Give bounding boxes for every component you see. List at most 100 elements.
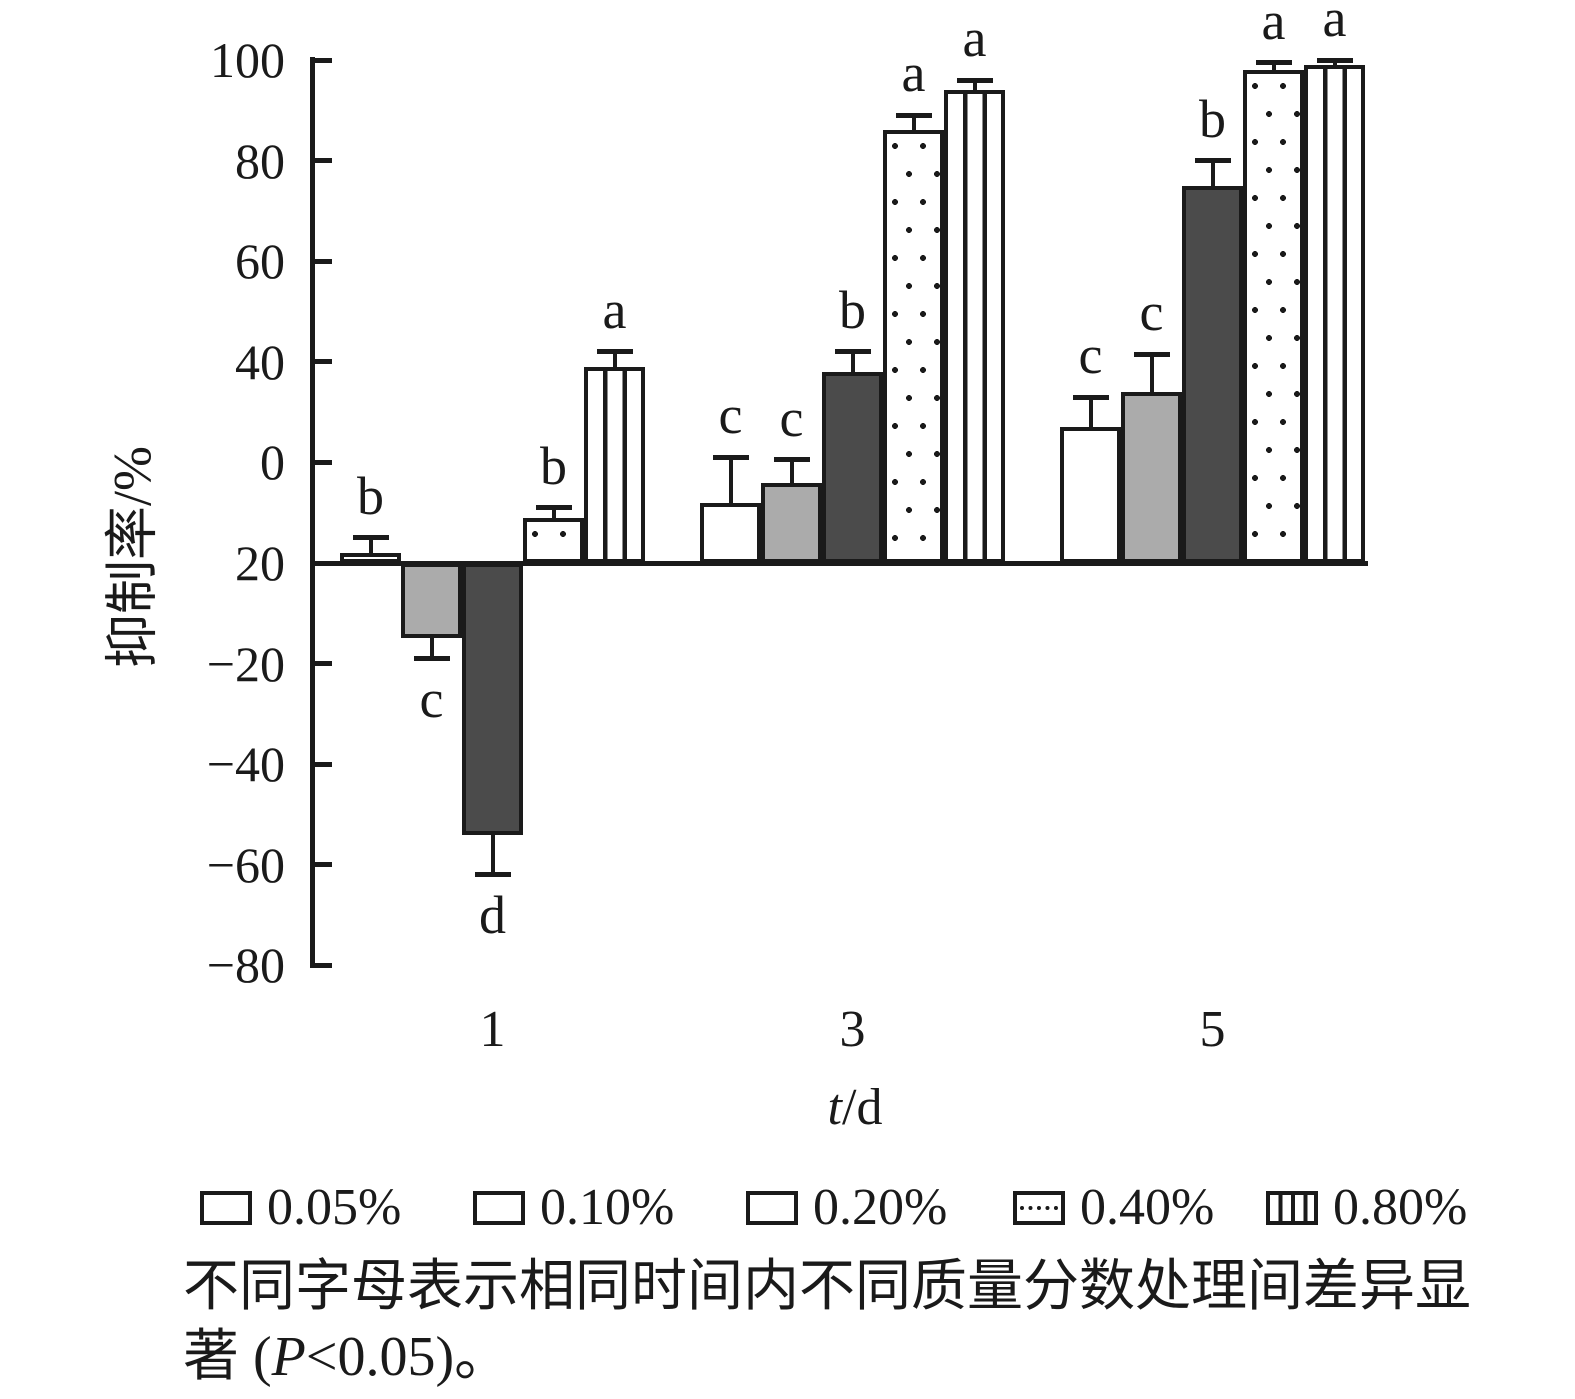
error-bar-cap	[773, 457, 810, 463]
bar-0.40%-day1	[523, 517, 584, 563]
error-bar-line	[911, 115, 916, 131]
y-axis-title: 抑制率/%	[102, 446, 163, 668]
legend-label: 0.05%	[267, 1179, 402, 1236]
legend: 0.05% 0.10% 0.20% 0.40% 0.80%	[0, 1180, 1575, 1240]
significance-letter: a	[1322, 0, 1347, 48]
x-axis-baseline	[310, 561, 1368, 566]
y-tick-mark	[310, 962, 332, 968]
y-tick-label: 20	[235, 535, 285, 591]
significance-letter: b	[1199, 88, 1226, 149]
y-tick-label: 0	[260, 434, 285, 491]
error-bar-cap	[1255, 60, 1292, 65]
significance-letter: b	[839, 279, 866, 340]
error-bar-line	[551, 507, 556, 518]
significance-letter: a	[1261, 0, 1286, 51]
y-tick-label: 60	[235, 233, 285, 290]
figure-caption: 不同字母表示相同时间内不同质量分数处理间差异显 著 (P<0.05)。	[183, 1252, 1543, 1392]
x-axis-title-unit: /d	[842, 1079, 883, 1136]
y-tick-label: 100	[210, 32, 285, 88]
y-tick-mark	[310, 661, 332, 667]
bar-0.40%-day5	[1243, 70, 1304, 563]
error-bar-line	[612, 351, 617, 367]
significance-letter: b	[357, 465, 384, 526]
error-bar-line	[972, 80, 977, 91]
significance-letter: c	[1078, 325, 1103, 385]
caption-line-2: 著 (P<0.05)。	[183, 1326, 511, 1388]
y-tick-mark	[310, 459, 332, 465]
y-tick-label: −60	[206, 836, 285, 893]
legend-swatch-solid-light-gray	[473, 1191, 525, 1225]
legend-swatch-vertical-stripes	[1266, 1191, 1318, 1225]
error-bar-line	[490, 834, 495, 875]
bar-0.05%-day5	[1060, 427, 1121, 563]
significance-letter: a	[962, 8, 987, 69]
bar-0.10%-day1	[401, 563, 462, 639]
legend-swatch-plain-white	[200, 1191, 252, 1225]
error-bar-line	[728, 457, 733, 503]
error-bar-cap	[834, 349, 871, 355]
error-bar-cap	[1194, 158, 1231, 164]
error-bar-cap	[956, 77, 993, 83]
error-bar-line	[1271, 62, 1276, 71]
y-axis-line	[310, 57, 315, 967]
error-bar-line	[789, 459, 794, 483]
error-bar-line	[1332, 60, 1337, 66]
caption-p-symbol: P	[271, 1326, 306, 1388]
legend-label: 0.40%	[1080, 1179, 1215, 1236]
bar-0.80%-day3	[944, 90, 1005, 563]
error-bar-cap	[535, 505, 572, 511]
x-category-label: 5	[1199, 1001, 1226, 1058]
error-bar-cap	[474, 872, 511, 878]
caption-line-1: 不同字母表示相同时间内不同质量分数处理间差异显	[183, 1256, 1471, 1318]
legend-item-0.20%: 0.20%	[746, 1180, 947, 1236]
legend-item-0.40%: 0.40%	[1013, 1180, 1214, 1236]
bar-0.80%-day1	[584, 366, 645, 563]
significance-letter: c	[718, 385, 743, 446]
significance-letter: c	[1139, 282, 1164, 343]
significance-letter: c	[419, 668, 444, 729]
y-tick-mark	[310, 560, 332, 566]
significance-letter: b	[540, 435, 567, 496]
bar-0.05%-day1	[340, 552, 401, 563]
y-tick-label: −40	[206, 736, 285, 793]
y-tick-mark	[310, 761, 332, 767]
error-bar-cap	[1316, 57, 1353, 63]
error-bar-line	[1088, 397, 1093, 428]
x-axis-title: t/d	[795, 1078, 915, 1137]
x-category-label: 1	[479, 1001, 506, 1058]
error-bar-cap	[1072, 394, 1109, 400]
error-bar-cap	[352, 535, 389, 541]
bar-0.20%-day3	[822, 371, 883, 563]
bar-0.40%-day3	[883, 130, 944, 563]
bar-0.10%-day3	[761, 482, 822, 563]
legend-swatch-solid-dark-gray	[746, 1191, 798, 1225]
bar-0.20%-day5	[1182, 185, 1243, 563]
y-tick-mark	[310, 158, 332, 164]
significance-letter: c	[779, 387, 804, 448]
y-tick-label: −80	[206, 937, 285, 994]
error-bar-line	[1149, 354, 1154, 392]
error-bar-line	[429, 638, 434, 659]
error-bar-line	[1210, 160, 1215, 186]
legend-item-0.80%: 0.80%	[1266, 1180, 1467, 1236]
y-tick-label: −20	[206, 635, 285, 692]
error-bar-cap	[712, 454, 749, 460]
y-tick-mark	[310, 359, 332, 365]
y-tick-mark	[310, 258, 332, 264]
x-category-label: 3	[839, 1001, 866, 1058]
legend-item-0.10%: 0.10%	[473, 1180, 674, 1236]
legend-label: 0.80%	[1333, 1179, 1468, 1236]
x-axis-title-variable: t	[827, 1079, 842, 1136]
bar-0.10%-day5	[1121, 391, 1182, 563]
error-bar-cap	[1133, 351, 1170, 357]
y-tick-mark	[310, 862, 332, 868]
bar-0.80%-day5	[1304, 65, 1365, 563]
bar-0.20%-day1	[462, 563, 523, 835]
legend-label: 0.10%	[540, 1179, 675, 1236]
error-bar-line	[850, 351, 855, 372]
significance-letter: d	[479, 884, 506, 945]
legend-item-0.05%: 0.05%	[200, 1180, 401, 1236]
y-tick-label: 40	[235, 333, 285, 390]
y-tick-mark	[310, 57, 332, 63]
bar-0.05%-day3	[700, 502, 761, 563]
